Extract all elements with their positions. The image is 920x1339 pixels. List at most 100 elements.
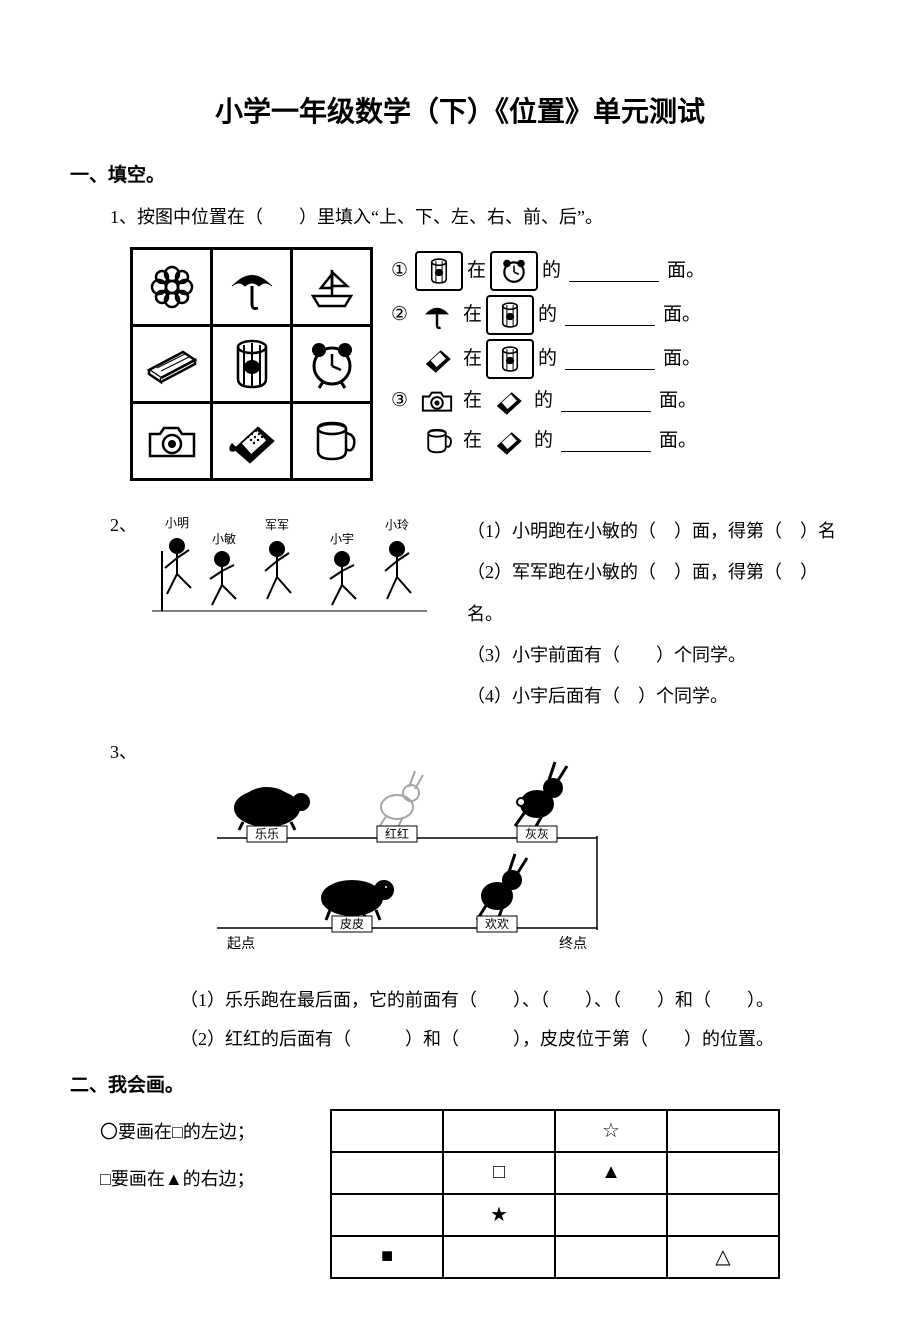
grid-cell[interactable]: ★ — [443, 1194, 555, 1236]
q3-questions: （1）乐乐跑在最后面，它的前面有（ ）、（ ）、（ ）和（ ）。 （2）红红的后… — [180, 981, 850, 1060]
q1-line-4: ③ 在 的 面。 — [391, 383, 705, 419]
q2-body: 2、 小明 小敏 军军 小宇 小玲 — [110, 511, 850, 718]
text-zai: 在 — [463, 391, 482, 411]
page-title: 小学一年级数学（下）《位置》单元测试 — [70, 90, 850, 130]
svg-text:欢欢: 欢欢 — [485, 916, 509, 931]
grid-cell[interactable]: ☆ — [555, 1110, 667, 1152]
grid-cell[interactable] — [667, 1110, 779, 1152]
q2-left: 2、 小明 小敏 军军 小宇 小玲 — [110, 511, 437, 631]
grid-cell[interactable]: ▲ — [555, 1152, 667, 1194]
cell-phone — [212, 402, 292, 479]
cell-flower — [132, 248, 212, 325]
circled-3: ③ — [391, 391, 411, 411]
text-de: 的 — [542, 261, 561, 281]
q1-line-1: ① 在 的 面。 — [391, 251, 705, 291]
cup-icon — [306, 417, 358, 465]
q2-line-2: （2）军军跑在小敏的（ ）面，得第（ ）名。 — [467, 552, 850, 635]
table-row: ★ — [331, 1194, 779, 1236]
cell-bird — [212, 325, 292, 402]
table-row: ☆ — [331, 1110, 779, 1152]
q1-prompt: 1、按图中位置在（ ）里填入“上、下、左、右、前、后”。 — [110, 199, 850, 237]
q2-label: 2、 — [110, 511, 137, 537]
text-zai: 在 — [463, 431, 482, 451]
mini-umbrella-icon — [415, 297, 459, 333]
grid-cell[interactable] — [331, 1110, 443, 1152]
q2-line-3: （3）小宇前面有（ ）个同学。 — [467, 635, 850, 676]
mini-phone-icon — [486, 383, 530, 419]
grid-cell[interactable]: △ — [667, 1236, 779, 1278]
q3-line-2: （2）红红的后面有（ ）和（ ），皮皮位于第（ ）的位置。 — [180, 1020, 850, 1060]
circled-1: ① — [391, 261, 411, 281]
clock-icon — [305, 338, 359, 390]
grid-cell[interactable] — [331, 1194, 443, 1236]
cell-umbrella — [212, 248, 292, 325]
svg-text:乐乐: 乐乐 — [255, 827, 279, 841]
mini-bird-icon — [486, 339, 534, 379]
end-label: 终点 — [559, 936, 587, 952]
q1-line-5: 在 的 面。 — [391, 423, 705, 459]
section-1-head: 一、填空。 — [70, 160, 850, 187]
drawing-grid: ☆ □ ▲ ★ ■ △ — [330, 1109, 780, 1279]
worksheet-page: 小学一年级数学（下）《位置》单元测试 一、填空。 1、按图中位置在（ ）里填入“… — [0, 0, 920, 1339]
q2-questions: （1）小明跑在小敏的（ ）面，得第（ ）名 （2）军军跑在小敏的（ ）面，得第（… — [467, 511, 850, 718]
text-tail: 面。 — [659, 391, 697, 411]
start-label: 起点 — [227, 936, 255, 952]
section-2-head: 二、我会画。 — [70, 1070, 850, 1097]
grid-cell[interactable] — [667, 1194, 779, 1236]
mini-bird-icon — [415, 251, 463, 291]
phone-icon — [224, 417, 280, 465]
grid-cell[interactable] — [555, 1236, 667, 1278]
text-de: 的 — [534, 431, 553, 451]
blank[interactable] — [565, 304, 655, 326]
mini-cup-icon — [415, 423, 459, 459]
cell-ship — [292, 248, 372, 325]
q1-body: ① 在 的 面。 ② 在 — [130, 247, 850, 481]
text-zai: 在 — [463, 305, 482, 325]
s2-line-1: 〇要画在□的左边； — [100, 1109, 300, 1156]
text-de: 的 — [534, 391, 553, 411]
mini-phone-icon — [486, 423, 530, 459]
grid-cell[interactable]: ■ — [331, 1236, 443, 1278]
q3-image: 乐乐 红红 灰灰 — [197, 738, 617, 963]
book-icon — [143, 342, 201, 386]
table-row: ■ △ — [331, 1236, 779, 1278]
grid-cell[interactable] — [555, 1194, 667, 1236]
cell-cup — [292, 402, 372, 479]
text-tail: 面。 — [663, 349, 701, 369]
grid-cell[interactable] — [667, 1152, 779, 1194]
svg-text:灰灰: 灰灰 — [525, 827, 549, 841]
ship-icon — [305, 262, 359, 312]
grid-cell[interactable] — [443, 1110, 555, 1152]
mini-bird-icon — [486, 295, 534, 335]
q1-line-3: 在 的 面。 — [391, 339, 705, 379]
label-xiaoming: 小明 — [165, 516, 189, 530]
q1-blanks: ① 在 的 面。 ② 在 — [391, 247, 705, 463]
umbrella-icon — [227, 262, 277, 312]
grid-cell[interactable] — [331, 1152, 443, 1194]
mini-clock-icon — [490, 251, 538, 291]
q3-label: 3、 — [110, 738, 137, 981]
mini-camera-icon — [415, 383, 459, 419]
blank[interactable] — [561, 430, 651, 452]
runners-icon: 小明 小敏 军军 小宇 小玲 — [137, 511, 437, 631]
birdcage-icon — [228, 337, 276, 391]
blank[interactable] — [561, 390, 651, 412]
section-2-instructions: 〇要画在□的左边； □要画在▲的右边； — [100, 1109, 300, 1203]
text-zai: 在 — [463, 349, 482, 369]
grid-cell[interactable]: □ — [443, 1152, 555, 1194]
blank[interactable] — [565, 348, 655, 370]
q1-line-2: ② 在 的 面。 — [391, 295, 705, 335]
table-row: □ ▲ — [331, 1152, 779, 1194]
q1-grid — [130, 247, 373, 481]
flower-icon — [145, 262, 199, 312]
q3-body: 3、 — [110, 738, 850, 1060]
mini-phone-icon — [415, 341, 459, 377]
section-2-body: 〇要画在□的左边； □要画在▲的右边； ☆ □ ▲ ★ — [70, 1109, 850, 1279]
label-xiaoling: 小玲 — [385, 518, 409, 532]
cell-book — [132, 325, 212, 402]
camera-icon — [144, 420, 200, 462]
grid-cell[interactable] — [443, 1236, 555, 1278]
text-de: 的 — [538, 349, 557, 369]
text-tail: 面。 — [663, 305, 701, 325]
blank[interactable] — [569, 260, 659, 282]
